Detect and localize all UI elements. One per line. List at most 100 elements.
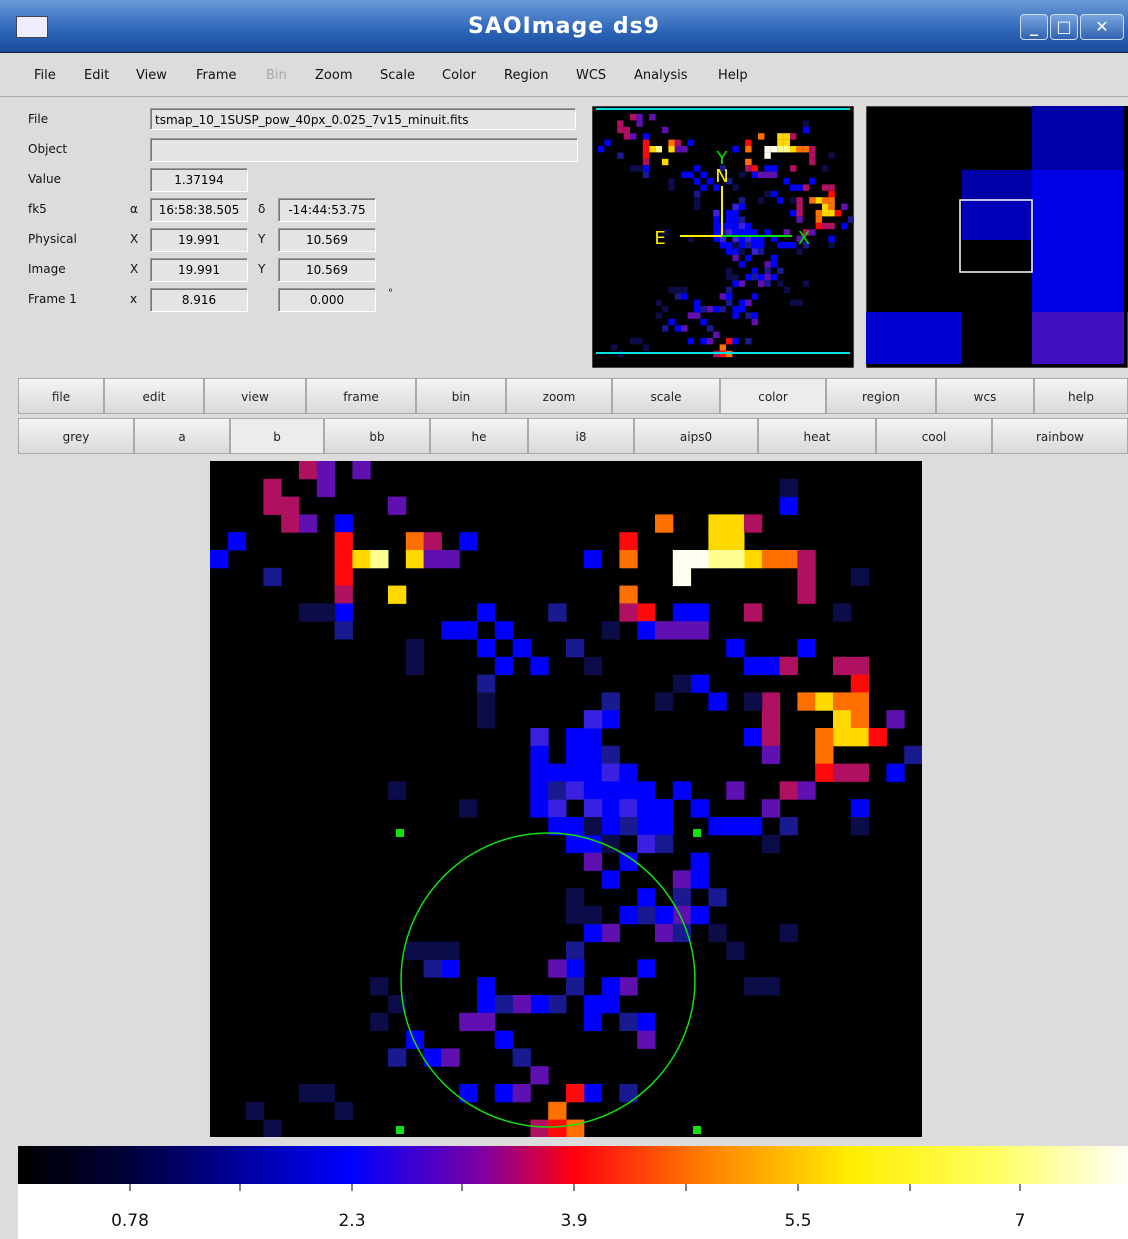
menu-item[interactable]: Help bbox=[718, 68, 748, 83]
field-label: Object bbox=[28, 142, 67, 156]
toolbar-button[interactable]: bin bbox=[416, 378, 506, 414]
region-handle bbox=[693, 829, 701, 837]
toolbar-button[interactable]: zoom bbox=[506, 378, 612, 414]
panner-pixel bbox=[668, 178, 674, 184]
menu-item[interactable]: Analysis bbox=[634, 68, 688, 83]
colormap-button[interactable]: i8 bbox=[528, 418, 634, 454]
window-title: SAOImage ds9 bbox=[0, 14, 1128, 39]
magnifier-pixel bbox=[1032, 170, 1124, 312]
menu-item[interactable]: View bbox=[136, 68, 167, 83]
toolbar-button[interactable]: edit bbox=[104, 378, 204, 414]
menu-item[interactable]: Bin bbox=[266, 68, 287, 83]
image-pixel bbox=[424, 942, 442, 960]
coord-field: 8.916 bbox=[150, 288, 248, 312]
image-pixel bbox=[459, 532, 477, 550]
image-pixel bbox=[904, 746, 922, 764]
toolbar-button[interactable]: region bbox=[826, 378, 936, 414]
panner-pixel bbox=[707, 306, 713, 312]
panner-pixel bbox=[656, 146, 662, 152]
image-pixel bbox=[566, 639, 584, 657]
toolbar-button[interactable]: wcs bbox=[936, 378, 1034, 414]
image-pixel bbox=[281, 497, 299, 515]
panner-pixel bbox=[732, 306, 738, 312]
image-pixel bbox=[584, 1013, 602, 1031]
panner-pixel bbox=[732, 338, 738, 344]
panner-pixel bbox=[784, 146, 790, 152]
image-pixel bbox=[851, 692, 869, 710]
panner-pixel bbox=[771, 274, 777, 280]
panner-pixel bbox=[745, 159, 751, 165]
image-pixel bbox=[299, 514, 317, 532]
panner-pixel bbox=[732, 210, 738, 216]
colormap-button[interactable]: bb bbox=[324, 418, 430, 454]
image-pixel bbox=[744, 728, 762, 746]
image-pixel bbox=[424, 1048, 442, 1066]
image-pixel bbox=[744, 514, 762, 532]
image-pixel bbox=[388, 586, 406, 604]
image-pixel bbox=[708, 550, 726, 568]
image-pixel bbox=[495, 995, 513, 1013]
panner-pixel bbox=[707, 338, 713, 344]
toolbar-button[interactable]: file bbox=[18, 378, 104, 414]
menu-item[interactable]: File bbox=[34, 68, 56, 83]
image-pixel bbox=[548, 959, 566, 977]
menu-item[interactable]: Color bbox=[442, 68, 476, 83]
menu-item[interactable]: Scale bbox=[380, 68, 415, 83]
minimize-button[interactable]: _ bbox=[1020, 14, 1048, 40]
panner-pixel bbox=[726, 216, 732, 222]
panner-pixel bbox=[668, 319, 674, 325]
image-pixel bbox=[566, 959, 584, 977]
panner-pixel bbox=[694, 306, 700, 312]
image-pixel bbox=[637, 888, 655, 906]
coord-symbol: X bbox=[130, 262, 138, 276]
image-pixel bbox=[637, 799, 655, 817]
panner-pixel bbox=[694, 191, 700, 197]
image-pixel bbox=[584, 995, 602, 1013]
panner-pixel bbox=[617, 127, 623, 133]
panner-pixel bbox=[752, 248, 758, 254]
image-pixel bbox=[655, 799, 673, 817]
menu-item[interactable]: Edit bbox=[84, 68, 109, 83]
menu-item[interactable]: Zoom bbox=[315, 68, 352, 83]
toolbar-button[interactable]: scale bbox=[612, 378, 720, 414]
image-pixel bbox=[477, 995, 495, 1013]
compass-label: N bbox=[715, 166, 728, 187]
colormap-button[interactable]: aips0 bbox=[634, 418, 758, 454]
menu-item[interactable]: Frame bbox=[196, 68, 237, 83]
toolbar-button[interactable]: view bbox=[204, 378, 306, 414]
panner-pixel bbox=[752, 312, 758, 318]
image-pixel bbox=[691, 799, 709, 817]
menu-item[interactable]: WCS bbox=[576, 68, 606, 83]
panner-pixel bbox=[796, 146, 802, 152]
panner-pixel bbox=[694, 197, 700, 203]
image-pixel bbox=[584, 1084, 602, 1102]
image-pixel bbox=[619, 1084, 637, 1102]
coord-field: 16:58:38.505 bbox=[150, 198, 248, 222]
colormap-button[interactable]: rainbow bbox=[992, 418, 1128, 454]
colormap-button[interactable]: a bbox=[134, 418, 230, 454]
panner-pixel bbox=[745, 312, 751, 318]
image-pixel bbox=[584, 746, 602, 764]
panner-pixel bbox=[764, 165, 770, 171]
colormap-button[interactable]: cool bbox=[876, 418, 992, 454]
image-pixel bbox=[530, 657, 548, 675]
coord-field: 19.991 bbox=[150, 258, 248, 282]
toolbar-button[interactable]: help bbox=[1034, 378, 1128, 414]
panner-pixel bbox=[694, 165, 700, 171]
toolbar-button[interactable]: color bbox=[720, 378, 826, 414]
colormap-button[interactable]: grey bbox=[18, 418, 134, 454]
toolbar-button[interactable]: frame bbox=[306, 378, 416, 414]
panner-pixel bbox=[828, 223, 834, 229]
panner-pixel bbox=[828, 236, 834, 242]
image-pixel bbox=[833, 710, 851, 728]
colormap-button[interactable]: heat bbox=[758, 418, 876, 454]
colormap-button[interactable]: b bbox=[230, 418, 324, 454]
maximize-button[interactable]: □ bbox=[1050, 14, 1078, 40]
colormap-button[interactable]: he bbox=[430, 418, 528, 454]
menu-item[interactable]: Region bbox=[504, 68, 549, 83]
panner-pixel bbox=[790, 146, 796, 152]
close-button[interactable]: ✕ bbox=[1080, 14, 1124, 40]
ds9-window: SAOImage ds9 _ □ ✕ File Edit View Frame Bin Z… bbox=[0, 0, 1128, 1239]
panner-pixel bbox=[688, 172, 694, 178]
panner-pixel bbox=[745, 300, 751, 306]
